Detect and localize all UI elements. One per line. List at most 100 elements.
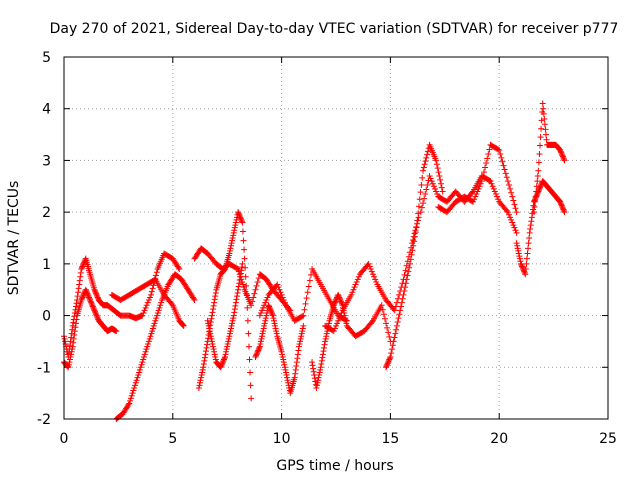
data-point-interp: [262, 317, 269, 324]
data-point-interp: [257, 338, 264, 345]
data-point-interp: [61, 335, 68, 342]
data-point-interp: [267, 306, 274, 313]
data-point-interp: [210, 346, 217, 353]
data-point-interp: [434, 165, 441, 172]
data-point-interp: [231, 224, 238, 231]
data-point-interp: [486, 177, 493, 184]
data-point-interp: [352, 281, 359, 288]
data-point-interp: [66, 356, 73, 363]
data-point: [513, 209, 520, 216]
data-point-interp: [415, 203, 422, 210]
data-point-interp: [298, 330, 305, 337]
data-point-interp: [303, 295, 310, 302]
data-point-interp: [386, 356, 393, 363]
data-point-interp: [127, 395, 134, 402]
data-point-interp: [393, 326, 400, 333]
data-point: [91, 307, 98, 314]
data-point-interp: [284, 377, 291, 384]
data-point: [365, 260, 372, 267]
data-point-interp: [261, 320, 268, 327]
data-point-interp: [557, 148, 564, 155]
data-point-interp: [523, 260, 530, 267]
data-point: [126, 400, 133, 407]
x-tick-label: 10: [273, 431, 291, 447]
data-point-interp: [397, 307, 404, 314]
data-point-interp: [528, 218, 535, 225]
data-point-interp: [238, 267, 245, 274]
data-point-interp: [281, 361, 288, 368]
data-point-interp: [560, 206, 567, 213]
data-point-interp: [332, 298, 339, 305]
data-point-interp: [84, 290, 91, 297]
data-point-interp: [514, 245, 521, 252]
data-point-interp: [275, 284, 282, 291]
data-point-interp: [197, 377, 204, 384]
data-point-interp: [302, 300, 309, 307]
data-point-interp: [270, 317, 277, 324]
data-point-interp: [342, 317, 349, 324]
data-point: [278, 348, 285, 355]
data-point-interp: [396, 311, 403, 318]
data-point-interp: [558, 150, 565, 157]
data-point-interp: [334, 320, 341, 327]
data-point-interp: [315, 374, 322, 381]
data-point-interp: [247, 382, 254, 389]
data-point: [78, 266, 85, 273]
data-point-interp: [149, 325, 156, 332]
data-point-interp: [366, 263, 373, 270]
data-point: [282, 369, 289, 376]
data-point-interp: [224, 341, 231, 348]
data-point: [176, 266, 183, 273]
data-point-interp: [523, 255, 530, 262]
data-point-interp: [338, 299, 345, 306]
data-point-interp: [384, 361, 391, 368]
data-point: [180, 322, 187, 329]
data-point-interp: [232, 222, 239, 229]
data-point-interp: [138, 361, 145, 368]
data-point-interp: [310, 365, 317, 372]
data-point-interp: [521, 269, 528, 276]
data-point-interp: [408, 251, 415, 258]
data-point-interp: [482, 164, 489, 171]
data-point-interp: [145, 341, 152, 348]
data-point-interp: [65, 361, 72, 368]
data-point-interp: [335, 293, 342, 300]
data-point-interp: [206, 328, 213, 335]
data-point-interp: [342, 315, 349, 322]
data-point-interp: [435, 169, 442, 176]
data-point-interp: [418, 204, 425, 211]
data-point-interp: [228, 322, 235, 329]
data-point-interp: [530, 202, 537, 209]
data-point-interp: [351, 284, 358, 291]
data-point-interp: [559, 203, 566, 210]
data-point-interp: [516, 253, 523, 260]
data-point-interp: [284, 374, 291, 381]
data-point-interp: [235, 283, 242, 290]
data-point-interp: [411, 238, 418, 245]
data-point-interp: [277, 289, 284, 296]
data-point: [152, 317, 159, 324]
data-point-interp: [412, 229, 419, 236]
data-point-interp: [475, 185, 482, 192]
data-point-interp: [260, 304, 267, 311]
data-marks: [61, 100, 568, 422]
data-point-interp: [522, 266, 529, 273]
data-point-interp: [79, 294, 86, 301]
data-point: [557, 198, 564, 205]
data-point: [230, 229, 237, 236]
data-point-interp: [137, 364, 144, 371]
data-point: [496, 147, 503, 154]
data-point-interp: [297, 335, 304, 342]
data-point-interp: [503, 207, 510, 214]
data-point-interp: [66, 359, 73, 366]
data-point: [309, 359, 316, 366]
data-point: [439, 188, 446, 195]
data-point-interp: [250, 294, 257, 301]
plot-frame: [63, 56, 609, 420]
data-point-interp: [318, 357, 325, 364]
data-point-interp: [336, 294, 343, 301]
data-point-interp: [398, 303, 405, 310]
data-point-interp: [94, 294, 101, 301]
data-point-interp: [237, 214, 244, 221]
